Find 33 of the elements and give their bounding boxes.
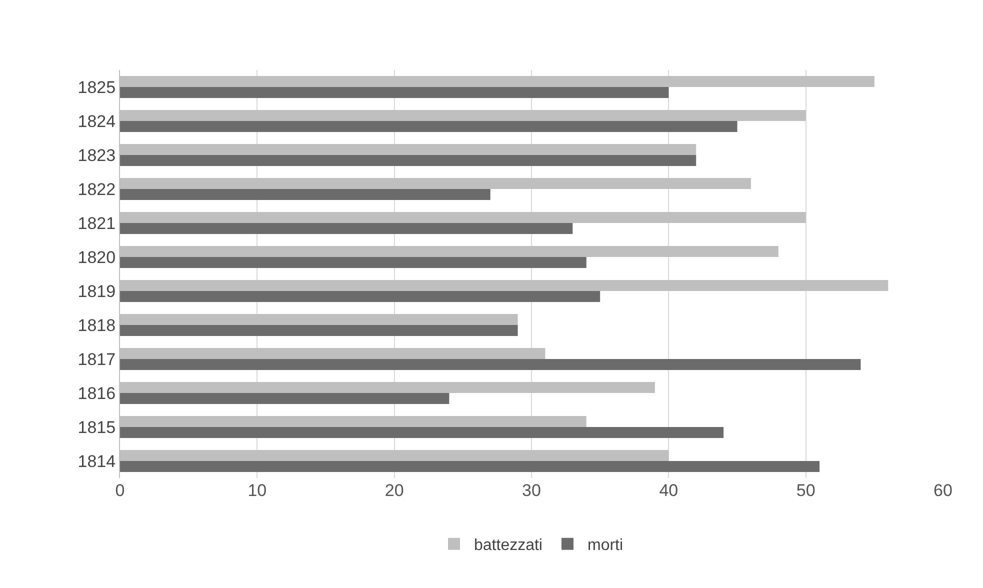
bar (120, 87, 669, 98)
bar (120, 393, 450, 404)
bar (120, 223, 573, 234)
bar (120, 189, 490, 200)
x-tick-label: 20 (384, 481, 404, 500)
bar (120, 257, 586, 268)
y-tick-label: 1825 (78, 78, 116, 97)
y-tick-label: 1816 (78, 384, 116, 403)
y-tick-label: 1824 (78, 112, 116, 131)
bar (120, 325, 518, 336)
x-tick-label: 60 (934, 481, 952, 500)
y-tick-label: 1818 (78, 316, 116, 335)
legend-label: morti (587, 537, 624, 554)
x-tick-label: 40 (659, 481, 678, 500)
x-tick-label: 0 (115, 481, 125, 500)
bar (120, 155, 696, 166)
x-tick-label: 10 (248, 481, 267, 500)
y-tick-label: 1821 (78, 214, 116, 233)
y-tick-label: 1820 (78, 248, 116, 267)
x-tick-label: 50 (796, 481, 816, 500)
y-tick-label: 1815 (78, 418, 116, 437)
legend-label: battezzati (474, 537, 542, 554)
y-tick-label: 1814 (78, 452, 116, 471)
y-tick-label: 1817 (78, 350, 116, 369)
bar (120, 291, 600, 302)
bar (120, 427, 724, 438)
y-tick-label: 1822 (78, 180, 116, 199)
bar (120, 359, 861, 370)
x-tick-label: 30 (522, 481, 541, 500)
y-tick-label: 1819 (78, 282, 116, 301)
bar (120, 461, 820, 472)
y-tick-label: 1823 (78, 146, 116, 165)
bar (120, 121, 738, 132)
